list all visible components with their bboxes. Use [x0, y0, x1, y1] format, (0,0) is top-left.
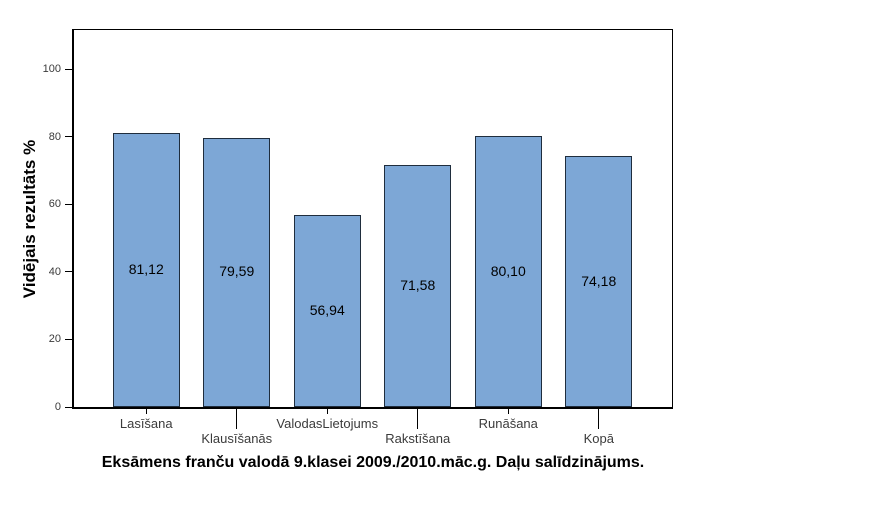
bar — [293, 214, 361, 407]
bar — [565, 156, 633, 407]
y-tick-label: 40 — [48, 265, 61, 278]
y-tick — [65, 271, 72, 273]
y-tick-label: 20 — [48, 333, 61, 346]
bar-value-label: 81,12 — [128, 260, 164, 277]
bar-value-label: 74,18 — [581, 272, 617, 289]
bar — [112, 132, 180, 407]
x-tick — [236, 409, 238, 429]
x-tick — [326, 409, 328, 414]
y-tick-label: 80 — [48, 130, 61, 143]
y-tick — [65, 406, 72, 408]
y-tick-label: 100 — [42, 63, 61, 75]
chart-title: Eksāmens franču valodā 9.klasei 2009./20… — [73, 452, 673, 473]
bar-value-label: 56,94 — [309, 301, 345, 318]
x-tick — [417, 409, 419, 429]
x-tick-label: ValodasLietojums — [276, 416, 379, 431]
bar — [474, 136, 542, 407]
y-tick — [65, 68, 72, 70]
chart-title-text: Eksāmens franču valodā 9.klasei 2009./20… — [101, 454, 645, 471]
bar — [203, 137, 271, 407]
x-tick-label: Kopā — [583, 431, 614, 446]
y-tick-label: 0 — [54, 401, 61, 413]
bar-value-label: 80,10 — [490, 262, 526, 279]
x-tick-label: Rakstīšana — [385, 431, 451, 446]
y-tick — [65, 203, 72, 205]
x-tick-label: Runāšana — [478, 416, 538, 431]
x-tick-label: Lasīšana — [119, 416, 173, 431]
bar-value-label: 79,59 — [219, 263, 255, 280]
x-tick — [145, 409, 147, 414]
bar-value-label: 71,58 — [400, 277, 436, 294]
x-tick — [507, 409, 509, 414]
x-tick — [598, 409, 600, 429]
bar — [384, 165, 452, 407]
y-tick — [65, 338, 72, 340]
y-tick-label: 60 — [48, 198, 61, 211]
x-tick-label: Klausīšanās — [201, 431, 273, 446]
y-tick — [65, 136, 72, 138]
